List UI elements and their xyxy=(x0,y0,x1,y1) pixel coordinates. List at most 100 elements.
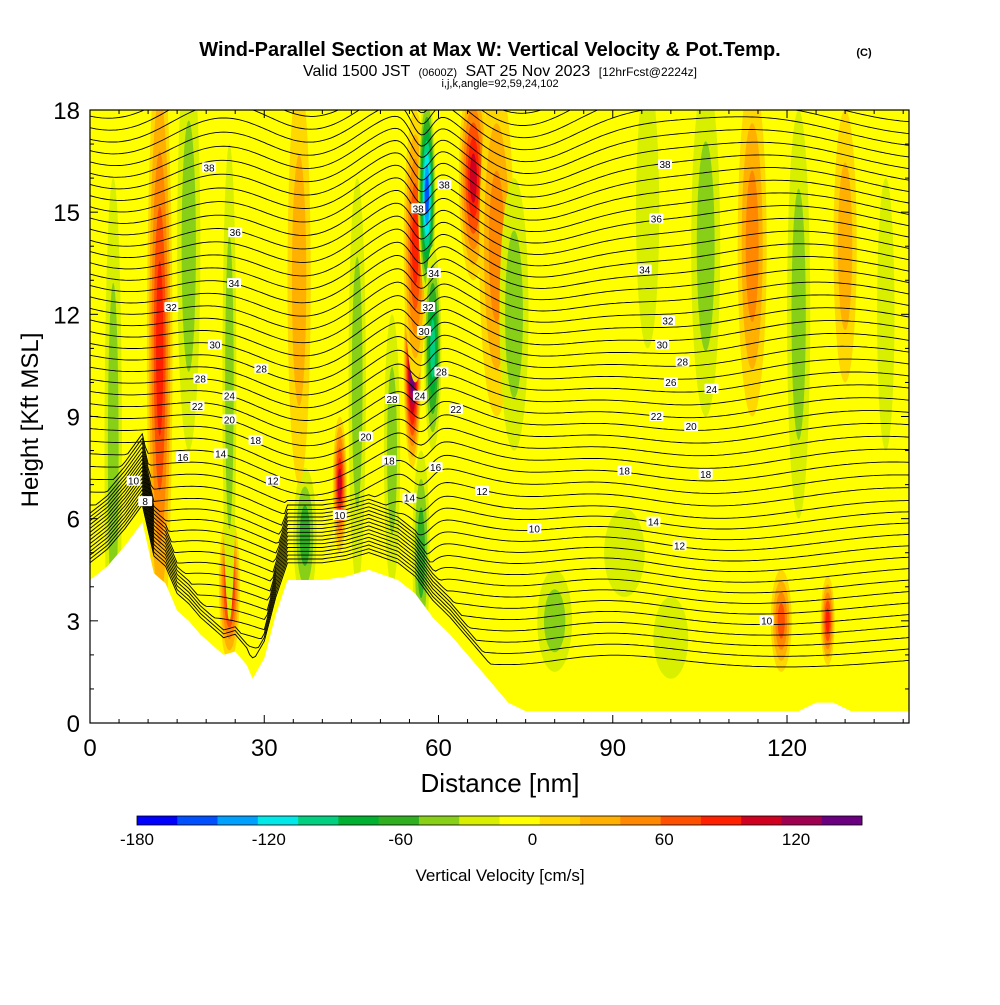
velocity-cell xyxy=(348,178,366,587)
chart-title: Wind-Parallel Section at Max W: Vertical… xyxy=(199,39,780,61)
contour-label-text: 8 xyxy=(142,497,148,508)
contour-label-text: 14 xyxy=(404,494,416,505)
contour-label-text: 24 xyxy=(706,385,718,396)
contour-label: 22 xyxy=(448,404,463,416)
contour-labels: 38 38 38 38 36 36 34 34 34 32 32 32 30 30 30 28 28 28 28 28… xyxy=(126,158,774,627)
contour-label: 18 xyxy=(698,468,713,481)
contour-label: 14 xyxy=(646,516,661,529)
contour-label-text: 20 xyxy=(686,422,698,433)
contour-label-text: 32 xyxy=(662,317,674,328)
contour-label-text: 38 xyxy=(413,204,425,215)
theta-contour-line xyxy=(90,241,909,290)
y-axis-label: Height [Kft MSL] xyxy=(17,333,44,508)
theta-contour-line xyxy=(90,321,909,370)
contour-label: 12 xyxy=(475,485,490,498)
contour-label-text: 12 xyxy=(267,477,279,488)
theta-contour-line xyxy=(90,127,909,186)
velocity-cell xyxy=(423,246,442,451)
velocity-band xyxy=(636,110,660,349)
contour-label-text: 14 xyxy=(648,518,660,529)
y-tick-label: 6 xyxy=(67,507,80,534)
contour-label-text: 24 xyxy=(224,392,236,403)
colorbar-label: Vertical Velocity [cm/s] xyxy=(415,866,584,885)
velocity-band xyxy=(505,230,523,399)
theta-contour-line xyxy=(90,110,909,139)
contour-label-text: 34 xyxy=(639,266,651,277)
y-tick-label: 18 xyxy=(53,98,80,125)
y-tick-label: 3 xyxy=(67,609,80,636)
contour-label: 32 xyxy=(660,315,675,328)
velocity-band xyxy=(791,188,806,441)
contour-label-text: 28 xyxy=(195,375,207,386)
contour-label-text: 20 xyxy=(224,415,236,426)
velocity-band xyxy=(837,162,853,331)
y-tick-label: 0 xyxy=(67,711,80,738)
contour-label: 10 xyxy=(759,615,774,627)
contour-label-text: 30 xyxy=(657,340,669,351)
theta-contour-line xyxy=(90,437,909,496)
velocity-cell xyxy=(636,110,660,349)
colorbar-swatch xyxy=(821,816,863,825)
theta-contour-line xyxy=(90,140,909,198)
contour-label-text: 22 xyxy=(192,402,204,413)
contour-label: 28 xyxy=(254,363,269,375)
contour-label-text: 10 xyxy=(529,524,541,535)
contour-label: 14 xyxy=(402,492,417,505)
x-tick-label: 0 xyxy=(83,735,96,762)
colorbar-tick-label: -120 xyxy=(252,830,286,849)
theta-contour-line xyxy=(90,427,909,472)
theta-contour-line xyxy=(90,469,909,573)
velocity-band xyxy=(604,508,645,597)
contour-label: 10 xyxy=(332,509,347,522)
contour-label-text: 30 xyxy=(209,340,221,351)
theta-contour-line xyxy=(90,503,909,668)
theta-contour-line xyxy=(90,281,909,330)
velocity-cell xyxy=(737,110,767,417)
theta-contour-line xyxy=(90,254,909,304)
chart-title-mark: (C) xyxy=(856,47,872,59)
theta-contour-line xyxy=(90,441,909,504)
contour-label-text: 28 xyxy=(256,364,268,375)
contour-label: 38 xyxy=(658,158,673,171)
contour-label: 18 xyxy=(382,455,397,467)
contour-label-text: 18 xyxy=(700,470,712,481)
colorbar-tick-label: -60 xyxy=(388,830,413,849)
contour-label: 32 xyxy=(164,302,179,314)
contour-label: 28 xyxy=(675,356,690,369)
colorbar-swatch xyxy=(539,816,581,825)
theta-contour-line xyxy=(90,115,909,174)
contour-label: 12 xyxy=(672,540,687,552)
velocity-cell xyxy=(537,569,573,672)
contour-label: 18 xyxy=(617,465,632,477)
colorbar-tick-label: 60 xyxy=(655,830,674,849)
theta-contours xyxy=(90,110,909,668)
velocity-band xyxy=(430,319,436,378)
theta-contour-line xyxy=(90,110,909,151)
velocity-cell xyxy=(833,110,857,383)
colorbar xyxy=(136,815,863,826)
contour-label: 26 xyxy=(663,376,678,389)
chart-params: i,j,k,angle=92,59,24,102 xyxy=(441,78,558,90)
contour-label: 20 xyxy=(358,431,373,443)
contour-label: 28 xyxy=(434,366,449,379)
contour-label: 24 xyxy=(412,390,427,403)
contour-label-text: 18 xyxy=(250,436,262,447)
contour-label: 32 xyxy=(421,302,436,314)
contour-label-text: 20 xyxy=(360,432,372,443)
contour-label-text: 38 xyxy=(439,180,451,191)
theta-contour-line xyxy=(90,268,909,317)
velocity-band xyxy=(543,589,566,653)
contour-label-text: 36 xyxy=(230,228,242,239)
velocity-cell xyxy=(383,314,401,587)
theta-contour-line xyxy=(90,295,909,344)
velocity-cell xyxy=(499,178,529,451)
colorbar-swatch xyxy=(257,816,299,825)
contour-label: 34 xyxy=(637,264,652,277)
theta-contour-line xyxy=(90,461,909,554)
subtitle-date: SAT 25 Nov 2023 xyxy=(465,63,590,80)
contour-label: 38 xyxy=(202,162,217,174)
contour-label: 38 xyxy=(437,179,452,191)
contour-label: 36 xyxy=(228,227,243,239)
colorbar-frame xyxy=(136,815,863,826)
